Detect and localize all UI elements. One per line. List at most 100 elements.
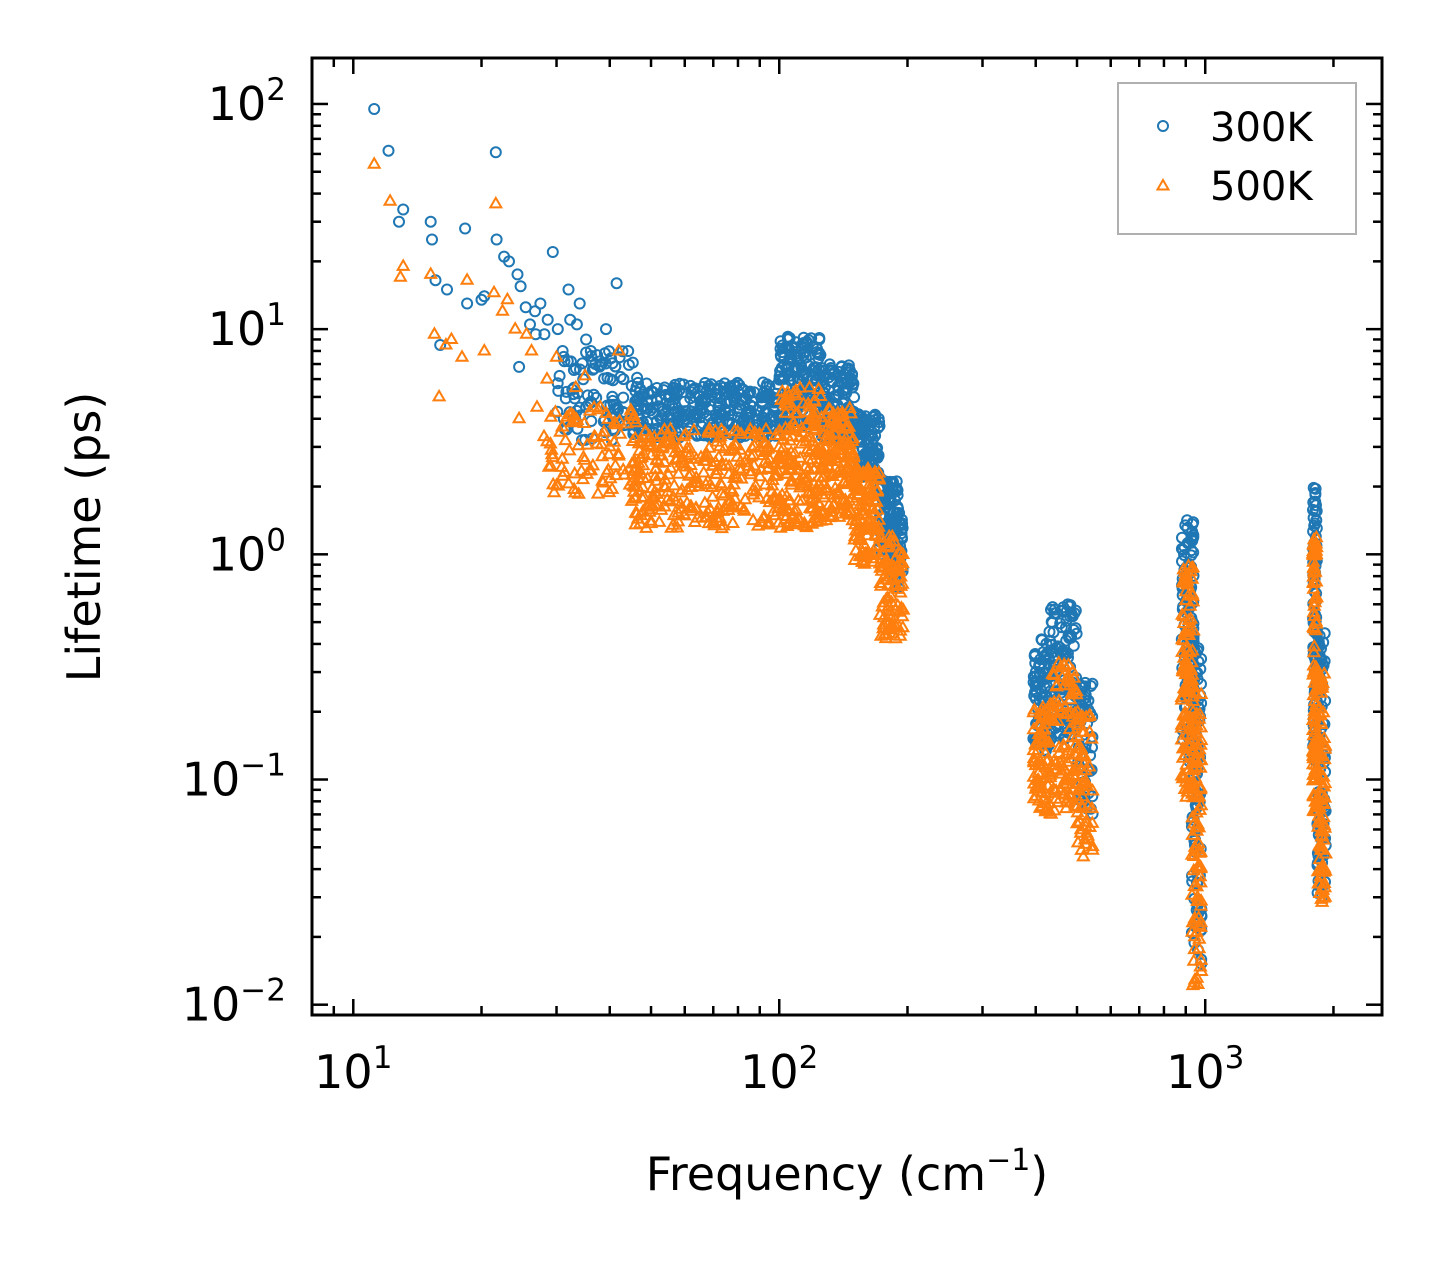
point-500k-560 (802, 399, 817, 412)
point-500k-87 (554, 459, 569, 472)
point-500k-1092 (1051, 692, 1067, 706)
point-500k-773 (868, 492, 883, 505)
point-500k-889 (873, 575, 888, 588)
point-500k-1327 (1193, 874, 1208, 888)
point-500k-346 (628, 516, 643, 530)
point-500k-386 (663, 493, 678, 507)
point-500k-1559 (1312, 799, 1327, 813)
point-500k-1157 (1073, 821, 1089, 835)
point-500k-308 (674, 501, 689, 514)
point-300k-1638 (556, 345, 569, 357)
point-500k-1582 (549, 349, 564, 362)
point-300k-232 (731, 405, 744, 418)
point-500k-563 (791, 461, 806, 475)
legend-box (1117, 82, 1357, 235)
point-300k-1637 (551, 323, 564, 336)
point-500k-1448 (1306, 560, 1321, 574)
point-300k-1626 (503, 255, 515, 268)
point-300k-1207 (1079, 680, 1092, 693)
point-300k-705 (848, 391, 861, 404)
point-500k-265 (674, 482, 690, 495)
point-500k-258 (683, 503, 699, 516)
point-500k-238 (652, 514, 667, 527)
point-500k-1269 (1176, 769, 1192, 782)
point-500k-376 (713, 457, 729, 470)
point-500k-514 (811, 381, 826, 394)
point-500k-163 (725, 515, 741, 528)
point-500k-375 (671, 439, 687, 453)
point-500k-275 (635, 457, 651, 471)
point-500k-478 (813, 388, 828, 401)
point-300k-1642 (573, 297, 586, 310)
point-500k-818 (870, 502, 885, 515)
point-500k-885 (884, 594, 899, 607)
point-500k-41 (601, 411, 616, 424)
point-500k-1514 (1318, 846, 1334, 859)
point-500k-394 (716, 488, 731, 501)
plot-area-frame (310, 56, 1384, 1017)
point-500k-973 (1032, 752, 1047, 765)
point-500k-42 (541, 459, 557, 472)
point-500k-1560 (366, 156, 382, 169)
point-300k-572 (783, 332, 796, 344)
point-300k-305 (729, 378, 741, 391)
legend-marker-300k (1157, 120, 1169, 132)
point-500k-1302 (1193, 719, 1209, 733)
point-500k-820 (862, 466, 878, 480)
point-300k-239 (767, 403, 780, 416)
point-500k-601 (816, 426, 832, 439)
point-500k-714 (822, 430, 837, 443)
point-500k-340 (726, 500, 742, 513)
point-500k-988 (1035, 709, 1051, 723)
point-500k-1153 (1071, 776, 1086, 789)
point-300k-1313 (1178, 549, 1191, 561)
point-300k-1620 (461, 297, 474, 310)
point-500k-918 (878, 553, 893, 567)
point-500k-74 (582, 403, 598, 416)
point-500k-349 (750, 518, 766, 531)
point-500k-1320 (1190, 858, 1206, 871)
point-500k-71 (596, 424, 612, 437)
point-500k-705 (824, 504, 839, 517)
point-500k-369 (627, 479, 643, 492)
point-300k-1639 (562, 283, 575, 296)
point-500k-174 (744, 449, 759, 462)
point-500k-1355 (1190, 889, 1205, 902)
point-300k-307 (688, 382, 701, 395)
point-500k-1151 (1080, 830, 1096, 844)
point-500k-218 (701, 423, 716, 437)
point-500k-317 (657, 472, 673, 485)
point-500k-217 (697, 495, 713, 508)
point-300k-561 (796, 338, 809, 350)
point-500k-1156 (1078, 709, 1094, 722)
point-500k-1139 (1074, 724, 1090, 737)
point-500k-277 (667, 432, 682, 445)
point-500k-1070 (1046, 698, 1061, 712)
point-500k-964 (1026, 769, 1041, 782)
point-300k-1464 (1307, 511, 1320, 524)
point-500k-403 (643, 513, 659, 526)
point-500k-362 (642, 496, 657, 510)
point-500k-1088 (1043, 806, 1059, 819)
point-500k-412 (778, 405, 794, 418)
point-500k-1147 (1070, 741, 1086, 754)
point-500k-544 (772, 450, 787, 464)
point-500k-712 (844, 442, 859, 456)
point-500k-915 (878, 630, 894, 644)
point-500k-28 (548, 404, 563, 417)
point-500k-273 (714, 520, 730, 534)
point-500k-557 (783, 419, 798, 432)
point-500k-1365 (1193, 898, 1209, 911)
point-500k-816 (866, 505, 881, 518)
point-500k-1032 (1047, 667, 1062, 680)
point-500k-1130 (1076, 848, 1091, 862)
point-500k-1277 (1177, 624, 1193, 638)
point-300k-1037 (1028, 689, 1041, 702)
point-500k-686 (814, 460, 830, 473)
point-300k-571 (774, 373, 787, 386)
point-500k-1342 (1189, 805, 1204, 818)
point-500k-1154 (1075, 788, 1090, 802)
point-300k-1624 (490, 233, 503, 246)
point-300k-399 (641, 387, 654, 400)
